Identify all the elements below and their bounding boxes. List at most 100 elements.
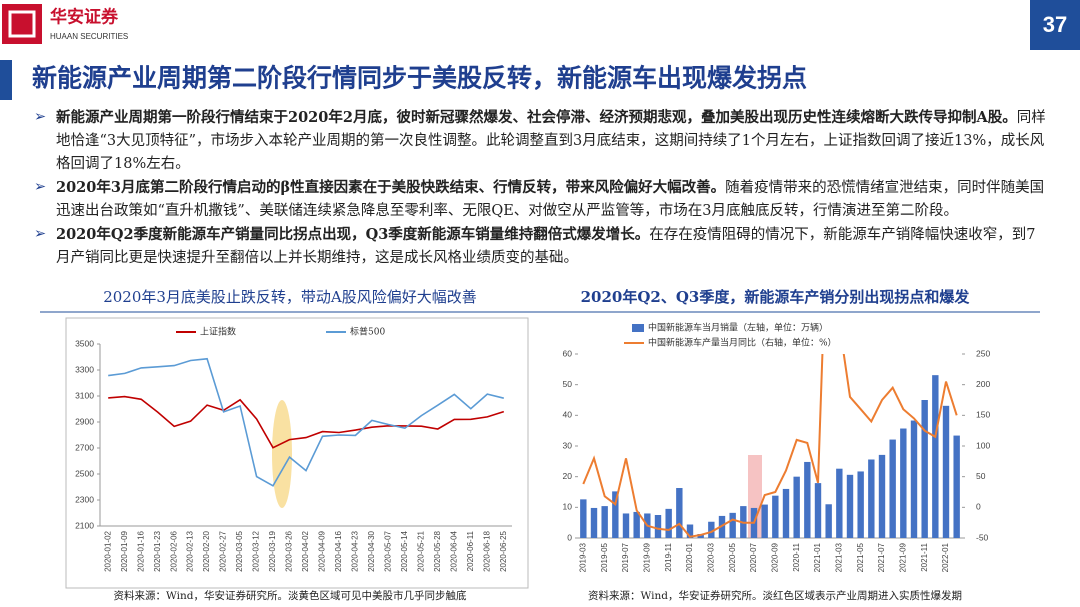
x-tick-label: 2020-02-06 [169,530,178,571]
x-tick-label: 2020-07 [749,542,758,572]
bar [814,483,822,538]
source: 资料来源：Wind，华安证券研究所。淡黄色区域可见中美股市几乎同步触底 [114,589,467,602]
x-tick-label: 2020-04-09 [318,530,327,571]
bullet-bold: 新能源产业周期第一阶段行情结束于2020年2月底，彼时新冠骤然爆发、社会停滞、经… [56,109,1017,126]
x-tick-label: 2022-01 [941,542,950,572]
chart-title: 2020年Q2、Q3季度，新能源车产销分别出现拐点和爆发 [581,288,971,306]
y-tick-label: 2300 [75,494,94,504]
x-tick-label: 2020-04-02 [301,530,310,571]
source: 资料来源：Wind，华安证券研究所。淡红色区域表示产业周期进入实质性爆发期 [588,589,962,602]
bar [580,499,587,538]
y-tick-label: 3300 [75,364,94,374]
bullet: 2020年3月底第二阶段行情启动的β性直接因素在于美股快跌结束、行情反转，带来风… [34,176,1046,223]
x-tick-label: 2020-11 [792,542,801,571]
legend-label: 中国新能源车产量当月同比（右轴，单位：%） [648,337,837,349]
bar [697,534,704,538]
bar [793,476,800,538]
y2-tick-label: 50 [976,471,986,481]
chart-title: 2020年3月底美股止跌反转，带动A股风险偏好大幅改善 [103,288,477,306]
x-tick-label: 2020-04-16 [334,530,343,571]
bar [782,488,790,538]
bar [761,504,768,538]
x-tick-label: 2020-01-16 [136,530,145,571]
x-tick-label: 2019-05 [600,542,609,572]
x-tick-label: 2020-04-23 [351,530,360,571]
x-tick-label: 2020-05-21 [416,530,425,571]
x-tick-label: 2021-07 [877,542,886,572]
bar [612,491,619,538]
y-tick-label: 30 [563,440,573,450]
x-tick-label: 2020-03-19 [268,530,277,571]
x-tick-label: 2021-03 [834,542,843,572]
x-tick-label: 2019-09 [642,542,651,572]
x-tick-label: 2020-05-28 [433,530,442,571]
y-tick-label: 0 [567,532,572,542]
bar [665,508,672,538]
highlight [272,400,292,508]
bar [932,375,939,538]
x-tick-label: 2019-11 [664,542,673,571]
y-tick-label: 3500 [75,338,94,348]
x-tick-label: 2020-03-05 [235,530,244,571]
x-tick-label: 2020-06-18 [482,530,491,571]
bar [590,507,598,538]
bar [622,513,630,538]
x-tick-label: 2020-06-11 [466,530,475,571]
y-tick-label: 2100 [75,520,94,530]
slide-title: 新能源产业周期第二阶段行情同步于美股反转，新能源车出现爆发拐点 [32,64,807,93]
bullet: 新能源产业周期第一阶段行情结束于2020年2月底，彼时新冠骤然爆发、社会停滞、经… [34,106,1046,176]
x-tick-label: 2021-01 [813,542,822,572]
bar [825,504,832,538]
y2-tick-label: 200 [976,379,990,389]
bullet: 2020年Q2季度新能源车产销量同比拐点出现，Q3季度新能源车销量维持翻倍式爆发… [34,223,1046,270]
y2-tick-label: 250 [976,348,990,358]
y-tick-label: 50 [563,379,573,389]
x-tick-label: 2020-09 [770,542,779,572]
x-tick-label: 2020-01-23 [153,530,162,571]
bar [868,459,875,538]
bar [601,506,608,538]
x-tick-label: 2020-03 [706,542,715,572]
series-line [582,354,958,538]
y2-tick-label: 0 [976,502,981,512]
bullet-bold: 2020年Q2季度新能源车产销量同比拐点出现，Q3季度新能源车销量维持翻倍式爆发… [56,226,650,243]
bar [718,515,726,538]
x-tick-label: 2020-02-13 [186,530,195,571]
x-tick-label: 2021-11 [920,542,929,571]
bar [921,400,928,538]
series-line [108,357,504,487]
bullet-bold: 2020年3月底第二阶段行情启动的β性直接因素在于美股快跌结束、行情反转，带来风… [56,179,726,196]
x-tick-label: 2020-03-12 [252,530,261,571]
y-tick-label: 3100 [75,390,94,400]
series-line [108,395,505,449]
logo-sub: HUAAN SECURITIES [50,32,128,41]
y2-tick-label: 100 [976,440,990,450]
x-tick-label: 2020-06-25 [499,530,508,571]
x-tick-label: 2021-09 [898,542,907,572]
bar [953,435,960,538]
y-tick-label: 10 [563,502,573,512]
x-tick-label: 2020-04-30 [367,530,376,571]
y2-tick-label: 150 [976,410,990,420]
page-number-box [1030,0,1080,50]
logo-mark [2,4,42,44]
legend-label: 标普500 [350,326,385,338]
bar [804,461,811,538]
bar [708,521,715,538]
y-tick-label: 2700 [75,442,94,452]
x-tick-label: 2020-03-26 [285,530,294,571]
x-tick-label: 2019-03 [578,542,587,572]
bar [686,524,694,538]
x-tick-label: 2019-07 [621,542,630,572]
x-tick-label: 2020-05 [728,542,737,572]
x-tick-label: 2020-01 [685,542,694,572]
logo-name: 华安证券 [50,7,119,28]
x-tick-label: 2020-01-09 [120,530,129,571]
y-tick-label: 40 [563,410,573,420]
x-tick-label: 2020-02-20 [202,530,211,571]
bullet-list: 新能源产业周期第一阶段行情结束于2020年2月底，彼时新冠骤然爆发、社会停滞、经… [34,106,1046,270]
bar [729,512,736,538]
x-tick-label: 2020-01-02 [103,530,112,571]
bar [942,405,950,538]
